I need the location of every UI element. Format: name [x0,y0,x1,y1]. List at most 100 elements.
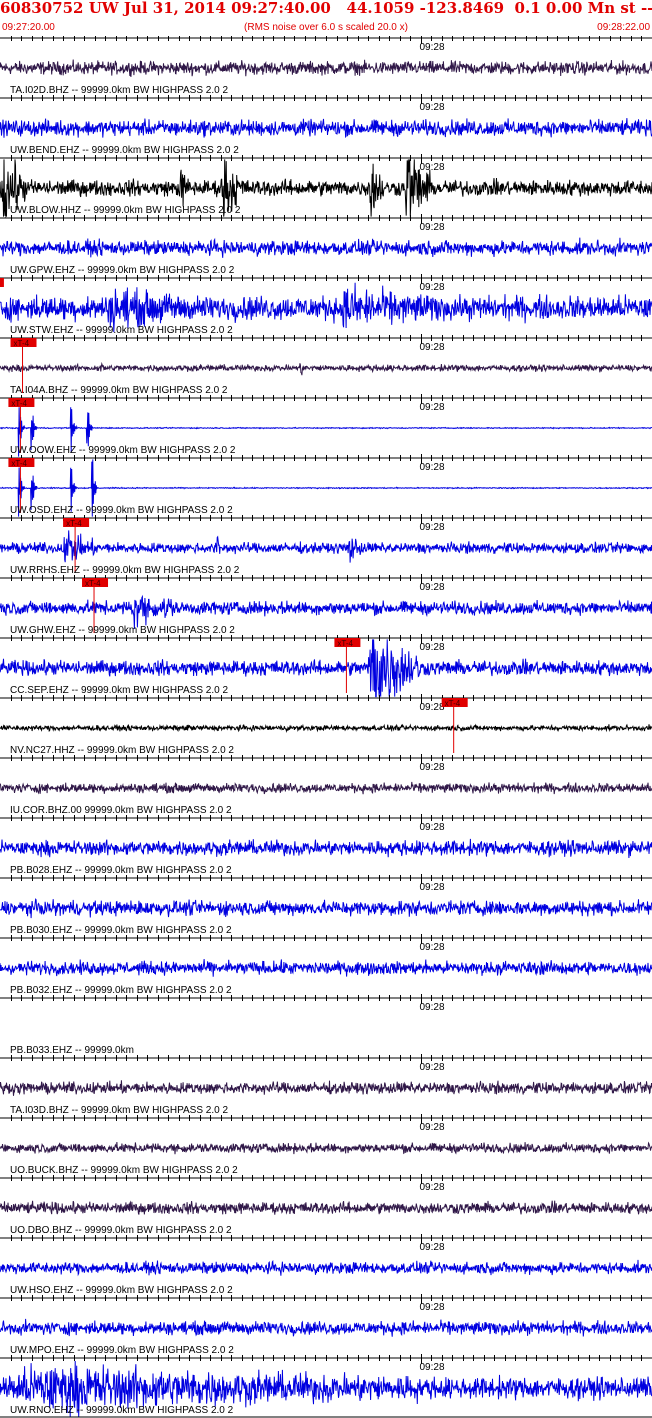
minute-label: 09:28 [420,462,445,473]
station-label: UW.MPO.EHZ -- 99999.0km BW HIGHPASS 2.0 … [10,1345,234,1356]
trace-row: 09:28 UO.DBO.BHZ -- 99999.0km BW HIGHPASS… [0,1174,652,1236]
pick-flag [441,698,468,707]
trace-row: 09:28 xT-4 UW.OOW.EHZ -- 99999.0km BW HIGH… [0,394,652,457]
minute-label: 09:28 [420,1302,445,1313]
pick-flag [0,278,4,287]
trace-row: 09:28 TA.I03D.BHZ -- 99999.0km BW HIGHPAS… [0,1054,652,1116]
minute-label: 09:28 [420,822,445,833]
minute-label: 09:28 [420,642,445,653]
waveform [0,361,652,376]
waveform [0,1141,652,1155]
trace-row: 09:28 PB.B033.EHZ -- 99999.0km [0,994,652,1056]
minute-label: 09:28 [420,762,445,773]
trace-row: 09:28 xT-4 UW.OSD.EHZ -- 99999.0km BW HIGH… [0,454,652,517]
trace-row: 09:28 xT-4 TA.I04A.BHZ -- 99999.0km BW HIG… [0,334,652,396]
waveform [0,781,652,795]
trace-row: 09:28 PB.B032.EHZ -- 99999.0km BW HIGHPAS… [0,934,652,996]
scaling-note: (RMS noise over 6.0 s scaled 20.0 x) [244,22,408,33]
minute-label: 09:28 [420,222,445,233]
minute-label: 09:28 [420,1062,445,1073]
station-label: PB.B030.EHZ -- 99999.0km BW HIGHPASS 2.0… [10,925,232,936]
waveform [0,1259,652,1277]
waveform [0,838,652,859]
minute-label: 09:28 [420,1362,445,1373]
pick-label: xT-4 [66,519,82,528]
trace-row: 09:28 IU.COR.BHZ.00 99999.0km BW HIGHPASS… [0,754,652,816]
trace-row: 09:28 PB.B030.EHZ -- 99999.0km BW HIGHPAS… [0,874,652,936]
station-label: TA.I02D.BHZ -- 99999.0km BW HIGHPASS 2.0… [10,85,228,96]
minute-label: 09:28 [420,942,445,953]
station-label: UW.BLOW.HHZ -- 99999.0km BW HIGHPASS 2.0… [10,205,241,216]
minute-label: 09:28 [420,162,445,173]
trace-row: 09:28 UW.MPO.EHZ -- 99999.0km BW HIGHPASS… [0,1294,652,1356]
waveform [0,237,652,258]
minute-label: 09:28 [420,402,445,413]
station-label: CC.SEP.EHZ -- 99999.0km BW HIGHPASS 2.0 … [10,685,228,696]
waveform [0,898,652,919]
station-label: UW.RRHS.EHZ -- 99999.0km BW HIGHPASS 2.0… [10,565,240,576]
trace-row: 09:28 UW.HSO.EHZ -- 99999.0km BW HIGHPASS… [0,1234,652,1296]
station-label: UW.GHW.EHZ -- 99999.0km BW HIGHPASS 2.0 … [10,625,235,636]
station-label: PB.B032.EHZ -- 99999.0km BW HIGHPASS 2.0… [10,985,232,996]
pick-flag [334,638,361,647]
minute-label: 09:28 [420,1002,445,1013]
station-label: UW.OSD.EHZ -- 99999.0km BW HIGHPASS 2.0 … [10,505,233,516]
pick-flag [63,518,90,527]
trace-row: 09:28 xT-4 UW.RRHS.EHZ -- 99999.0km BW HIG… [0,514,652,576]
minute-label: 09:28 [420,882,445,893]
end-time: 09:28:22.00 [597,22,650,33]
pick-label: xT-4 [11,399,27,408]
station-label: NV.NC27.HHZ -- 99999.0km BW HIGHPASS 2.0… [10,745,234,756]
station-label: UW.HSO.EHZ -- 99999.0km BW HIGHPASS 2.0 … [10,1285,233,1296]
pick-flag [8,458,35,467]
pick-label: xT-4 [14,339,30,348]
station-label: IU.COR.BHZ.00 99999.0km BW HIGHPASS 2.0 … [10,805,232,816]
minute-label: 09:28 [420,282,445,293]
station-label: UW.BEND.EHZ -- 99999.0km BW HIGHPASS 2.0… [10,145,239,156]
waveform [0,958,652,977]
waveform [0,1200,652,1215]
pick-label: xT-4 [11,459,27,468]
waveform [0,282,652,333]
waveform [0,594,652,630]
waveform [0,59,652,78]
waveform [0,530,652,563]
station-label: PB.B033.EHZ -- 99999.0km [10,1045,134,1056]
station-label: UW.RNO.EHZ -- 99999.0km BW HIGHPASS 2.0 … [10,1405,234,1416]
pick-label: xT-4 [337,639,353,648]
trace-row: 09:28 xT-4 NV.NC27.HHZ -- 99999.0km BW HIG… [0,694,652,756]
minute-label: 09:28 [420,702,445,713]
station-label: UW.GPW.EHZ -- 99999.0km BW HIGHPASS 2.0 … [10,265,235,276]
trace-row: 09:28 xT-4 CC.SEP.EHZ -- 99999.0km BW HIGH… [0,634,652,698]
trace-row: 09:28 PB.B028.EHZ -- 99999.0km BW HIGHPAS… [0,814,652,876]
trace-row: 09:28 UO.BUCK.BHZ -- 99999.0km BW HIGHPAS… [0,1114,652,1176]
waveform [0,1318,652,1337]
minute-label: 09:28 [420,1122,445,1133]
pick-flag [82,578,109,587]
waveform [0,159,652,218]
station-label: TA.I03D.BHZ -- 99999.0km BW HIGHPASS 2.0… [10,1105,228,1116]
waveform [0,639,652,698]
pick-flag [10,338,37,347]
minute-label: 09:28 [420,1242,445,1253]
waveform [0,723,652,734]
station-label: UW.STW.EHZ -- 99999.0km BW HIGHPASS 2.0 … [10,325,233,336]
trace-row: 09:28 UW.RNO.EHZ -- 99999.0km BW HIGHPASS… [0,1354,652,1417]
pick-label: xT-4 [445,699,461,708]
station-label: UW.OOW.EHZ -- 99999.0km BW HIGHPASS 2.0 … [10,445,236,456]
time-header: 09:27:20.00 (RMS noise over 6.0 s scaled… [0,22,652,36]
station-label: PB.B028.EHZ -- 99999.0km BW HIGHPASS 2.0… [10,865,232,876]
minute-label: 09:28 [420,522,445,533]
minute-label: 09:28 [420,1182,445,1193]
trace-row: 09:28 xT-4 UW.GHW.EHZ -- 99999.0km BW HIGH… [0,574,652,636]
minute-label: 09:28 [420,342,445,353]
pick-flag [8,398,35,407]
pick-label: xT-4 [85,579,101,588]
